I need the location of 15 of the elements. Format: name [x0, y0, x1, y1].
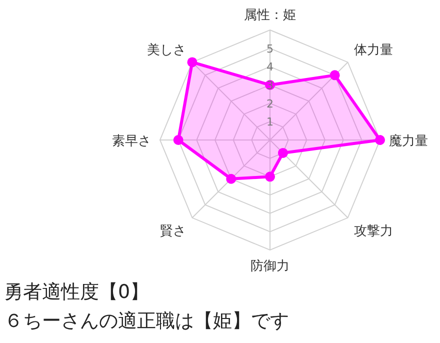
spoke-label: 防御力	[250, 259, 290, 274]
y-tick-label: 5	[266, 42, 274, 56]
y-tick-label: 1	[266, 116, 274, 129]
spoke-label: 攻撃力	[354, 224, 394, 240]
spoke-label: 属性：姫	[244, 8, 296, 23]
spoke-label: 魔力量	[389, 134, 428, 149]
text: 勇者適性度【0】	[4, 280, 150, 305]
spoke-label: 素早さ	[112, 134, 151, 149]
y-tick-label: 2	[266, 97, 274, 110]
y-tick-label: 3	[266, 79, 274, 92]
spoke-label: 体力量	[354, 42, 394, 58]
spoke-label: 美しさ	[146, 42, 186, 58]
spoke-label: 賢さ	[160, 224, 186, 240]
text: ６ちーさんの適正職は【姫】です	[4, 309, 289, 334]
y-tick-label: 4	[266, 60, 274, 74]
